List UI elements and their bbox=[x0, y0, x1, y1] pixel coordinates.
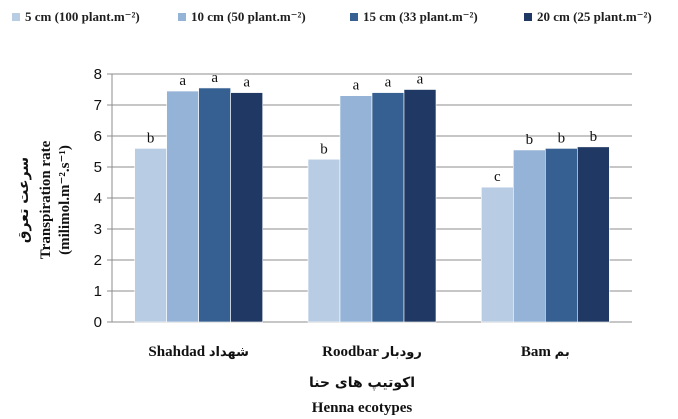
x-axis-title-fa: اکوتیپ های حنا bbox=[309, 375, 415, 391]
y-tick-label: 0 bbox=[94, 314, 102, 331]
bar bbox=[198, 87, 231, 323]
y-tick-label: 6 bbox=[94, 128, 102, 145]
legend-swatch bbox=[350, 13, 358, 21]
significance-label: a bbox=[385, 75, 392, 91]
y-tick-label: 2 bbox=[94, 252, 102, 269]
x-axis-title-en: Henna ecotypes bbox=[312, 400, 413, 416]
significance-label: b bbox=[558, 130, 566, 146]
category-label-fa: بم bbox=[555, 345, 570, 360]
bar bbox=[545, 148, 578, 323]
significance-label: c bbox=[494, 169, 501, 185]
legend-swatch bbox=[524, 13, 532, 21]
y-tick-label: 5 bbox=[94, 159, 102, 176]
legend-label: 15 cm (33 plant.m⁻²) bbox=[363, 9, 478, 24]
legend-label: 10 cm (50 plant.m⁻²) bbox=[191, 9, 306, 24]
bar bbox=[230, 92, 263, 323]
y-tick-label: 3 bbox=[94, 221, 102, 238]
significance-label: a bbox=[353, 78, 360, 94]
bar bbox=[307, 158, 341, 323]
x-tick-label: Bam بم bbox=[521, 344, 570, 360]
bar bbox=[403, 89, 437, 323]
y-axis-title-fa: سرعت تعرق bbox=[16, 157, 32, 243]
significance-label: b bbox=[590, 129, 598, 145]
significance-label: b bbox=[147, 130, 155, 146]
category-label-fa: رودبار bbox=[381, 345, 421, 360]
significance-label: a bbox=[179, 73, 186, 89]
category-label-en: Roodbar bbox=[322, 344, 382, 360]
legend-label: 20 cm (25 plant.m⁻²) bbox=[537, 9, 652, 24]
category-label-fa: شهداد bbox=[209, 345, 249, 360]
bar bbox=[339, 95, 373, 323]
y-tick-label: 4 bbox=[94, 190, 102, 207]
significance-label: a bbox=[417, 72, 424, 88]
y-axis-title-unit: (milimol.m⁻².s⁻¹) bbox=[57, 145, 73, 255]
x-tick-label: Roodbar رودبار bbox=[322, 344, 422, 360]
significance-label: a bbox=[211, 70, 218, 86]
legend-label: 5 cm (100 plant.m⁻²) bbox=[25, 9, 140, 24]
bar bbox=[577, 146, 610, 323]
y-tick-label: 8 bbox=[94, 66, 102, 83]
significance-label: b bbox=[320, 141, 328, 157]
legend-swatch bbox=[12, 13, 20, 21]
bar bbox=[481, 186, 514, 323]
bar bbox=[166, 90, 199, 323]
bar bbox=[513, 149, 546, 323]
y-axis-title-en: Transpiration rate bbox=[38, 140, 54, 259]
y-tick-label: 7 bbox=[94, 97, 102, 114]
category-label-en: Bam bbox=[521, 344, 555, 360]
legend-swatch bbox=[178, 13, 186, 21]
bar bbox=[371, 92, 405, 323]
category-label-en: Shahdad bbox=[148, 344, 208, 360]
y-tick-label: 1 bbox=[94, 283, 102, 300]
significance-label: b bbox=[526, 132, 534, 148]
significance-label: a bbox=[243, 75, 250, 91]
x-tick-label: Shahdad شهداد bbox=[148, 344, 248, 360]
bar bbox=[134, 148, 167, 323]
